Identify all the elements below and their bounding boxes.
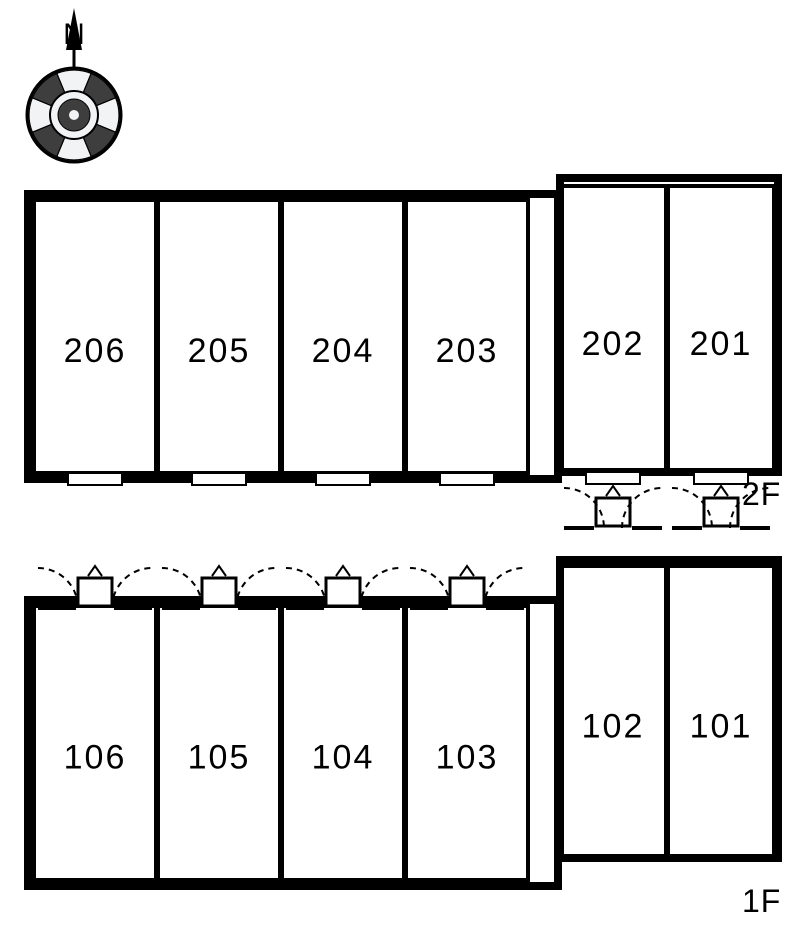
room-label: 105 (188, 738, 251, 776)
ledge (192, 473, 246, 485)
room-label: 206 (64, 332, 127, 370)
door-mark (212, 566, 226, 576)
room-104: 104 (282, 566, 404, 880)
room-101: 101 (668, 486, 774, 856)
door-mark (336, 566, 350, 576)
room-103: 103 (406, 566, 528, 880)
room-label: 103 (436, 738, 499, 776)
door-mark (606, 486, 620, 496)
room-204: 204 (282, 200, 404, 485)
ledge (586, 472, 640, 484)
door-frame (326, 578, 360, 606)
room-203: 203 (406, 200, 528, 485)
door-frame (78, 578, 112, 606)
room-label: 104 (312, 738, 375, 776)
ledge (316, 473, 370, 485)
door-frame (202, 578, 236, 606)
room-106: 106 (34, 566, 156, 880)
room-label: 106 (64, 738, 127, 776)
floor-label: 2F (742, 476, 781, 512)
ledge (68, 473, 122, 485)
room-102: 102 (560, 486, 666, 856)
room-label: 101 (690, 707, 753, 745)
room-label: 102 (582, 707, 645, 745)
room-label: 204 (312, 332, 375, 370)
room-205: 205 (158, 200, 280, 485)
door-frame (450, 578, 484, 606)
room-label: 203 (436, 332, 499, 370)
floor-1F: 106 105 104 103 102 101 1F (28, 486, 781, 919)
floorplan-diagram: N2062052042032022012F1061051041031021011… (0, 0, 800, 941)
compass-north-label: N (63, 18, 85, 51)
ledge (694, 472, 748, 484)
door-mark (460, 566, 474, 576)
floor-label: 1F (742, 883, 781, 919)
ledge (440, 473, 494, 485)
door-mark (88, 566, 102, 576)
room-201: 201 (668, 186, 774, 484)
room-105: 105 (158, 566, 280, 880)
door-mark (714, 486, 728, 496)
room-206: 206 (34, 200, 156, 485)
compass-rose: N (27, 8, 121, 162)
floor-2F: 206 205 204 203 202 201 2F (28, 178, 781, 512)
room-label: 205 (188, 332, 251, 370)
room-label: 201 (690, 325, 753, 363)
room-202: 202 (560, 186, 666, 484)
room-label: 202 (582, 325, 645, 363)
